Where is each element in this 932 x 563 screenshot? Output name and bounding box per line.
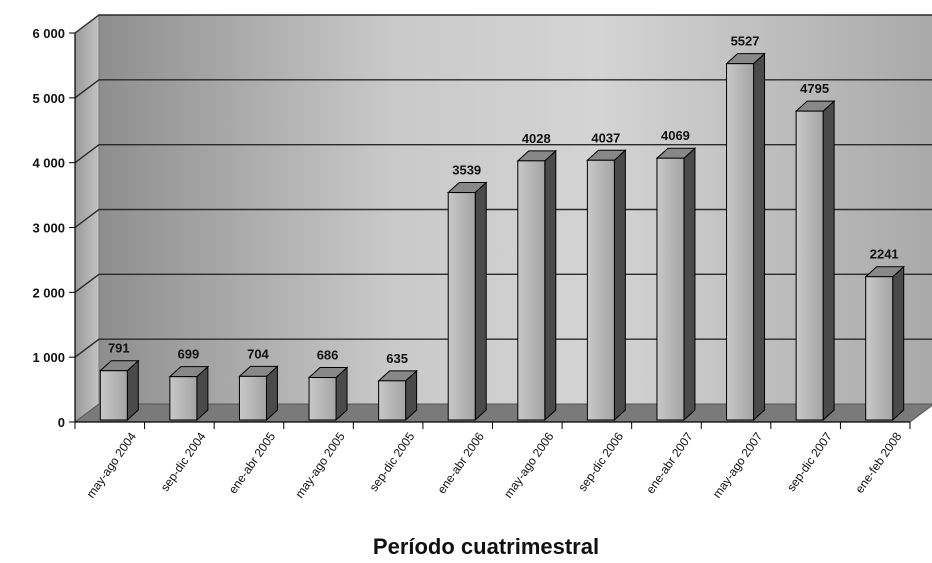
bar-front bbox=[795, 110, 824, 421]
y-tick-label: 4 000 bbox=[32, 156, 65, 171]
bar bbox=[307, 366, 349, 422]
data-label: 4028 bbox=[522, 131, 551, 146]
bar bbox=[168, 365, 210, 422]
bar-front bbox=[726, 63, 755, 421]
gridline bbox=[74, 14, 932, 34]
bar-front bbox=[656, 157, 685, 421]
bars bbox=[98, 52, 906, 422]
bar-side bbox=[613, 149, 626, 422]
bar-front bbox=[447, 192, 476, 421]
bar-front bbox=[586, 159, 615, 421]
bar bbox=[655, 147, 697, 422]
x-tick-label: may-ago 2004 bbox=[84, 429, 140, 500]
x-tick-label: sep-dic 2004 bbox=[158, 429, 209, 494]
bar bbox=[516, 149, 558, 422]
data-label: 2241 bbox=[870, 247, 899, 262]
data-label: 4037 bbox=[591, 130, 620, 145]
data-label: 4069 bbox=[661, 128, 690, 143]
y-tick-label: 0 bbox=[58, 415, 65, 430]
bar bbox=[446, 181, 488, 422]
bar-front bbox=[238, 375, 267, 421]
x-tick-label: sep-dic 2007 bbox=[784, 429, 835, 494]
bar bbox=[586, 149, 627, 422]
bar-front bbox=[308, 377, 337, 421]
y-tick-label: 3 000 bbox=[32, 221, 65, 236]
y-tick-label: 5 000 bbox=[32, 91, 65, 106]
x-tick-label: sep-dic 2005 bbox=[366, 429, 417, 494]
gridline bbox=[74, 273, 932, 293]
data-label: 4795 bbox=[800, 81, 829, 96]
bar bbox=[794, 99, 836, 422]
y-tick-label: 1 000 bbox=[32, 350, 65, 365]
data-label: 635 bbox=[386, 351, 408, 366]
x-tick-label: sep-dic 2006 bbox=[575, 429, 626, 494]
bar-side bbox=[822, 99, 835, 422]
data-label: 5527 bbox=[731, 34, 760, 49]
x-tick-label: ene-abr 2006 bbox=[435, 429, 488, 496]
data-label: 704 bbox=[247, 346, 269, 361]
gridlines bbox=[74, 14, 932, 358]
data-label: 686 bbox=[317, 348, 339, 363]
bar-front bbox=[517, 160, 546, 421]
bar bbox=[725, 52, 766, 422]
axes bbox=[69, 32, 911, 429]
bar bbox=[238, 365, 279, 422]
bar-side bbox=[474, 181, 487, 422]
x-axis-title: Período cuatrimestral bbox=[373, 534, 599, 559]
bar-front bbox=[865, 276, 894, 421]
x-tick-label: ene-abr 2005 bbox=[226, 429, 279, 496]
x-tick-label: may-ago 2006 bbox=[501, 429, 557, 500]
gridline bbox=[74, 338, 932, 358]
data-label: 791 bbox=[108, 341, 130, 356]
data-label: 699 bbox=[178, 347, 200, 362]
data-label: 3539 bbox=[452, 163, 481, 178]
gridline bbox=[74, 208, 932, 229]
x-tick-label: ene-feb 2008 bbox=[852, 429, 904, 495]
bar bbox=[864, 265, 906, 422]
bar-side bbox=[892, 265, 905, 422]
bar-side bbox=[544, 149, 557, 422]
y-tick-label: 2 000 bbox=[32, 285, 65, 300]
gridline bbox=[74, 143, 932, 164]
x-tick-label: may-ago 2005 bbox=[292, 429, 348, 500]
x-tick-label: may-ago 2007 bbox=[710, 429, 766, 500]
bar-front bbox=[99, 370, 128, 421]
bar-side bbox=[753, 52, 766, 422]
bar-side bbox=[683, 147, 696, 422]
bar bbox=[377, 369, 418, 422]
bar bbox=[98, 359, 140, 422]
bar-front bbox=[378, 380, 407, 421]
y-tick-label: 6 000 bbox=[32, 26, 65, 41]
bar-front bbox=[169, 376, 198, 421]
gridline bbox=[74, 79, 932, 99]
x-tick-label: ene-abr 2007 bbox=[643, 429, 696, 496]
